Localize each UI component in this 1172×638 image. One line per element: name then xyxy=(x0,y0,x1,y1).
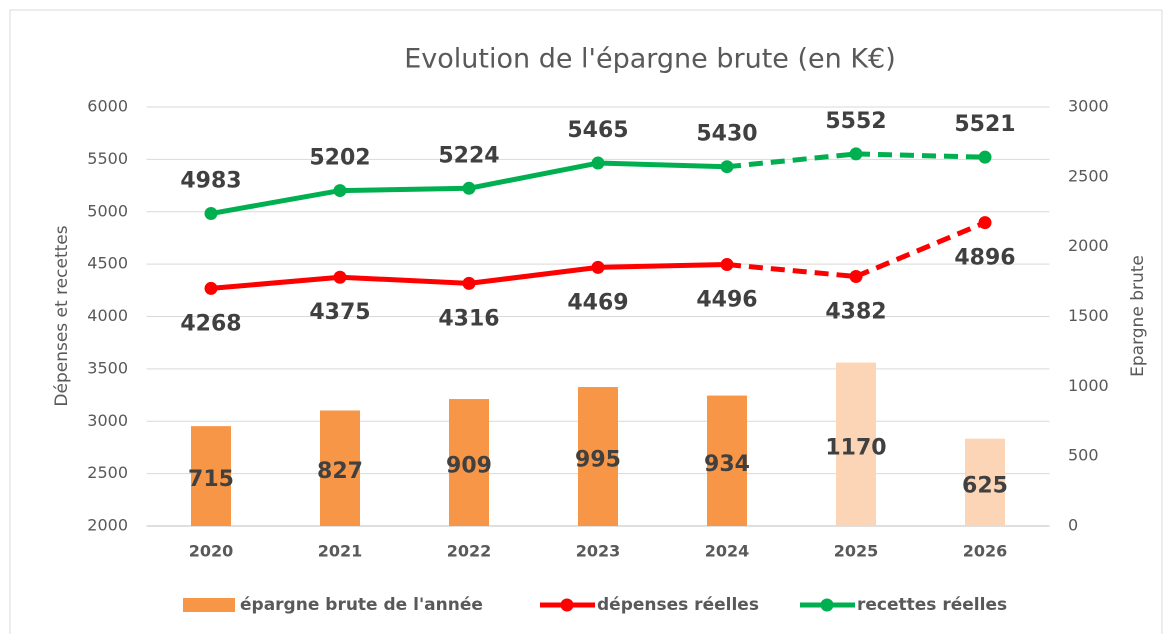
y-tick-label: 4000 xyxy=(87,306,128,325)
line-point xyxy=(462,276,476,290)
line-value-label: 4496 xyxy=(696,288,757,313)
line-point xyxy=(204,281,218,295)
y-tick-label: 3500 xyxy=(87,358,128,377)
chart-title: Evolution de l'épargne brute (en K€) xyxy=(404,44,895,75)
line-point xyxy=(978,150,992,164)
x-tick-label: 2022 xyxy=(447,542,492,561)
bar xyxy=(320,410,360,526)
line-value-label: 5430 xyxy=(696,122,757,147)
line-segment xyxy=(468,160,599,191)
line-point xyxy=(849,147,863,161)
line-value-label: 5224 xyxy=(438,143,499,168)
line-segment xyxy=(210,274,341,291)
line-value-label: 5465 xyxy=(567,118,628,143)
legend-marker xyxy=(820,598,834,612)
line-value-label: 4375 xyxy=(309,300,370,325)
y2-tick-label: 3000 xyxy=(1068,97,1109,116)
line-segment xyxy=(339,185,470,194)
line-value-label: 4268 xyxy=(180,311,241,336)
line-segment xyxy=(597,160,728,170)
y-tick-label: 2500 xyxy=(87,463,128,482)
y2-tick-label: 1500 xyxy=(1068,306,1109,325)
line-segment xyxy=(855,220,986,279)
y-tick-label: 3000 xyxy=(87,411,128,430)
y2-tick-label: 500 xyxy=(1068,446,1099,465)
x-tick-label: 2026 xyxy=(963,542,1008,561)
bar-value-label: 827 xyxy=(317,459,363,484)
y2-axis-title: Epargne brute xyxy=(1128,255,1148,377)
y-tick-label: 5500 xyxy=(87,149,128,168)
line-segment xyxy=(210,188,341,216)
line-point xyxy=(978,216,992,230)
legend-label: recettes réelles xyxy=(857,595,1007,615)
y-tick-label: 5000 xyxy=(87,201,128,220)
line-segment xyxy=(339,274,470,286)
bar xyxy=(707,395,747,526)
bar xyxy=(578,387,618,526)
y-tick-label: 4500 xyxy=(87,254,128,273)
x-tick-label: 2020 xyxy=(189,542,234,561)
line-point xyxy=(333,184,347,198)
bar xyxy=(836,362,876,526)
x-tick-label: 2023 xyxy=(576,542,621,561)
line-value-label: 4382 xyxy=(825,299,886,324)
x-tick-label: 2021 xyxy=(318,542,363,561)
x-tick-label: 2024 xyxy=(705,542,750,561)
bar xyxy=(449,399,489,526)
line-value-label: 5521 xyxy=(954,112,1015,137)
chart-border xyxy=(9,9,1163,638)
y2-tick-label: 0 xyxy=(1068,516,1078,535)
bar-value-label: 1170 xyxy=(825,435,886,460)
bar-value-label: 909 xyxy=(446,454,492,479)
line-point xyxy=(462,181,476,195)
bar xyxy=(965,438,1005,526)
y-axis-title: Dépenses et recettes xyxy=(52,225,72,406)
line-segment xyxy=(597,262,728,270)
bar-value-label: 934 xyxy=(704,452,750,477)
bar-value-label: 715 xyxy=(188,467,234,492)
legend-label: dépenses réelles xyxy=(597,595,759,615)
legend-swatch xyxy=(183,598,235,612)
line-point xyxy=(591,156,605,170)
line-point xyxy=(720,258,734,272)
y2-tick-label: 1000 xyxy=(1068,376,1109,395)
y-tick-label: 6000 xyxy=(87,97,128,116)
line-segment xyxy=(468,264,599,286)
legend-label: épargne brute de l'année xyxy=(240,595,483,615)
legend-marker xyxy=(560,598,574,612)
bar-value-label: 995 xyxy=(575,448,621,473)
line-point xyxy=(333,270,347,284)
line-value-label: 4469 xyxy=(567,290,628,315)
y2-tick-label: 2000 xyxy=(1068,236,1109,255)
bar-value-label: 625 xyxy=(962,473,1008,498)
line-point xyxy=(720,160,734,174)
line-point xyxy=(591,260,605,274)
line-value-label: 4316 xyxy=(438,306,499,331)
y2-tick-label: 2500 xyxy=(1068,166,1109,185)
x-tick-label: 2025 xyxy=(834,542,879,561)
bar xyxy=(191,426,231,526)
line-value-label: 5202 xyxy=(309,146,370,171)
line-value-label: 5552 xyxy=(825,109,886,134)
line-value-label: 4983 xyxy=(180,169,241,194)
y-tick-label: 2000 xyxy=(87,516,128,535)
line-point xyxy=(204,207,218,221)
line-point xyxy=(849,269,863,283)
line-value-label: 4896 xyxy=(954,246,1015,271)
